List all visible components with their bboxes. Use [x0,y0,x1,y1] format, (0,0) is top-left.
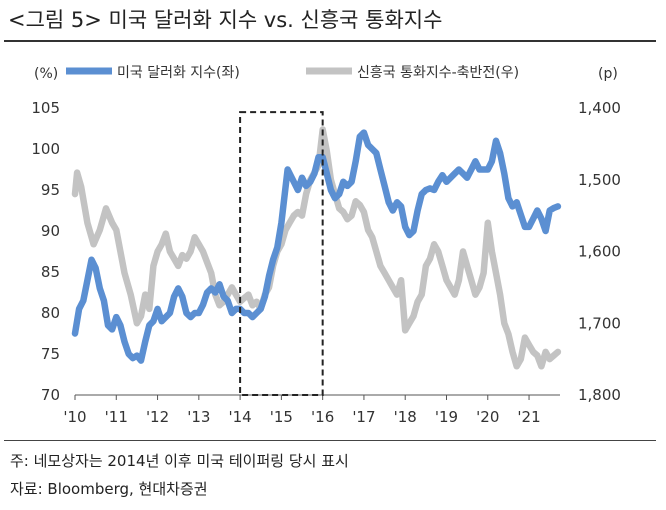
series-line-em [71,126,562,370]
right-axis-unit: (p) [598,66,618,82]
y-left-tick-label: 85 [41,263,60,281]
x-tick-label: '12 [146,408,169,426]
x-tick-label: '18 [394,408,417,426]
y-right-tick-label: 1,500 [578,171,621,189]
x-tick-label: '17 [352,408,375,426]
y-right-tick-label: 1,400 [578,99,621,117]
y-left-tick-label: 75 [41,345,60,363]
x-tick-label: '13 [187,408,210,426]
y-left-tick-label: 95 [41,181,60,199]
y-left-tick-label: 90 [41,222,60,240]
series-line-dollar [71,129,562,364]
tapering-period-box [239,111,324,396]
footer-divider [4,440,656,441]
y-right-tick-label: 1,700 [578,314,621,332]
legend-label-dollar: 미국 달러화 지수(좌) [117,65,240,81]
x-tick-label: '19 [435,408,458,426]
x-tick-label: '15 [270,408,293,426]
x-tick-label: '10 [63,408,86,426]
chart-title: <그림 5> 미국 달러화 지수 vs. 신흥국 통화지수 [8,8,443,32]
title-underline [4,40,656,42]
left-axis-unit: (%) [34,66,58,82]
y-left-tick-label: 80 [41,304,60,322]
source-note: 자료: Bloomberg, 현대차증권 [10,480,208,498]
x-tick-label: '11 [105,408,128,426]
x-tick-label: '21 [517,408,540,426]
legend-label-em: 신흥국 통화지수-축반전(우) [357,65,519,81]
y-left-tick-label: 70 [41,386,60,404]
y-right-tick-label: 1,600 [578,243,621,261]
x-tick-label: '20 [476,408,499,426]
y-right-tick-label: 1,800 [578,386,621,404]
footnote: 주: 네모상자는 2014년 이후 미국 테이퍼링 당시 표시 [10,452,349,470]
x-tick-label: '16 [311,408,334,426]
x-tick-label: '14 [228,408,251,426]
y-left-tick-label: 100 [31,140,60,158]
chart-svg: (%) (p) 미국 달러화 지수(좌) 신흥국 통화지수-축반전(우) 70 75 80 8… [31,65,621,426]
y-left-tick-label: 105 [31,99,60,117]
